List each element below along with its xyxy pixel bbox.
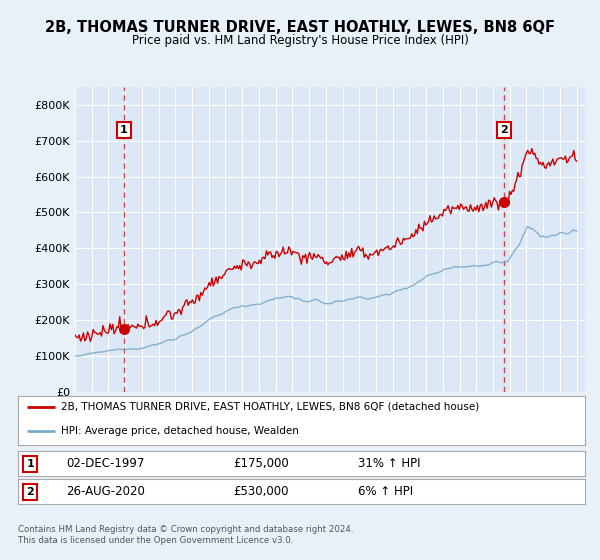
Text: 2B, THOMAS TURNER DRIVE, EAST HOATHLY, LEWES, BN8 6QF (detached house): 2B, THOMAS TURNER DRIVE, EAST HOATHLY, L… xyxy=(61,402,479,412)
Text: Price paid vs. HM Land Registry's House Price Index (HPI): Price paid vs. HM Land Registry's House … xyxy=(131,34,469,46)
Text: 2: 2 xyxy=(500,125,508,135)
Text: 1: 1 xyxy=(26,459,34,469)
Text: HPI: Average price, detached house, Wealden: HPI: Average price, detached house, Weal… xyxy=(61,426,298,436)
Text: 1: 1 xyxy=(120,125,128,135)
Text: 31% ↑ HPI: 31% ↑ HPI xyxy=(358,457,421,470)
Text: 2B, THOMAS TURNER DRIVE, EAST HOATHLY, LEWES, BN8 6QF: 2B, THOMAS TURNER DRIVE, EAST HOATHLY, L… xyxy=(45,20,555,35)
Text: £530,000: £530,000 xyxy=(233,485,289,498)
Text: 26-AUG-2020: 26-AUG-2020 xyxy=(66,485,145,498)
Text: £175,000: £175,000 xyxy=(233,457,289,470)
Text: 02-DEC-1997: 02-DEC-1997 xyxy=(66,457,145,470)
Text: Contains HM Land Registry data © Crown copyright and database right 2024.
This d: Contains HM Land Registry data © Crown c… xyxy=(18,525,353,545)
Text: 2: 2 xyxy=(26,487,34,497)
Text: 6% ↑ HPI: 6% ↑ HPI xyxy=(358,485,413,498)
